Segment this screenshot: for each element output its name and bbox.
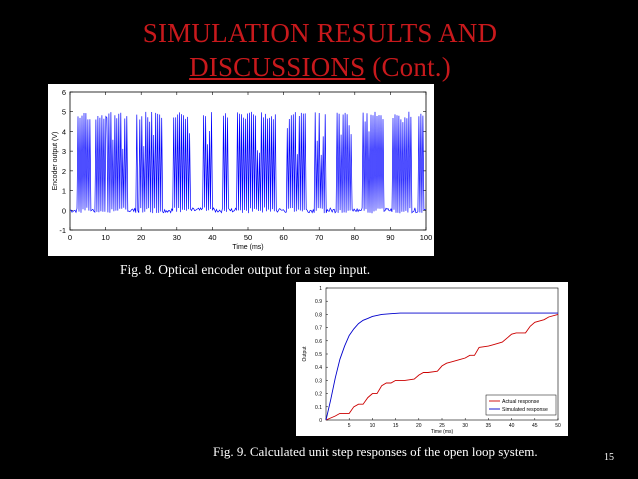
x-tick-label: 100 xyxy=(420,233,433,242)
x-tick-label: 50 xyxy=(555,423,561,429)
x-tick-label: 25 xyxy=(439,423,445,429)
title-line-1: SIMULATION RESULTS AND xyxy=(142,18,498,48)
step-response-chart: 5 10 15 20 25 30 35 40 45 50 0 0.1 0.2 0.3 0.4 0.5 0.6 0.… xyxy=(302,286,561,435)
x-tick-label: 20 xyxy=(416,423,422,429)
y-tick-label: 0.1 xyxy=(315,405,322,411)
encoder-chart-panel: 0 10 20 30 40 50 60 70 80 90 100 -1 0 1 2 3 4 5 6 Time (ms)… xyxy=(48,84,434,256)
y-tick-label: -1 xyxy=(59,226,66,235)
y-tick-label: 0 xyxy=(62,206,66,215)
step-response-panel: 5 10 15 20 25 30 35 40 45 50 0 0.1 0.2 0.3 0.4 0.5 0.6 0.… xyxy=(296,282,568,436)
y-tick-label: 0.9 xyxy=(315,299,322,305)
title-underlined-word: DISCUSSIONS xyxy=(189,52,366,82)
figure-9-caption: Fig. 9. Calculated unit step responses o… xyxy=(213,444,538,459)
y-tick-label: 0.5 xyxy=(315,352,322,358)
encoder-signal-line xyxy=(69,111,426,214)
legend-label: Actual response xyxy=(502,399,539,405)
y-axis-label: Output xyxy=(302,346,308,362)
legend-box xyxy=(485,394,557,416)
figure-8-caption: Fig. 8. Optical encoder output for a ste… xyxy=(120,262,371,277)
legend-label: Simulated response xyxy=(502,407,548,413)
y-axis-label: Encoder output (V) xyxy=(52,132,59,191)
x-tick-label: 40 xyxy=(208,233,216,242)
x-tick-label: 45 xyxy=(532,423,538,429)
y-tick-label: 5 xyxy=(62,108,66,117)
x-tick-label: 20 xyxy=(137,233,145,242)
x-tick-label: 50 xyxy=(244,233,252,242)
x-tick-label: 15 xyxy=(393,423,399,429)
actual-response-line xyxy=(325,313,559,421)
y-tick-label: 1 xyxy=(62,187,66,196)
y-tick-label: 0.8 xyxy=(315,312,322,318)
y-tick-label: 0.4 xyxy=(315,365,322,371)
x-tick-label: 60 xyxy=(279,233,287,242)
x-tick-label: 70 xyxy=(315,233,323,242)
x-tick-label: 40 xyxy=(509,423,515,429)
y-tick-label: 1 xyxy=(319,286,322,292)
y-tick-label: 0.3 xyxy=(315,378,322,384)
x-tick-label: 80 xyxy=(351,233,359,242)
y-tick-label: 0.2 xyxy=(315,392,322,398)
x-tick-label: 10 xyxy=(370,423,376,429)
title-continued: (Cont.) xyxy=(365,52,451,82)
x-tick-label: 0 xyxy=(68,233,72,242)
x-tick-label: 30 xyxy=(173,233,181,242)
x-tick-label: 30 xyxy=(462,423,468,429)
page-number: 15 xyxy=(604,452,614,463)
x-tick-label: 5 xyxy=(348,423,351,429)
y-tick-label: 0 xyxy=(319,418,322,424)
y-tick-label: 0.7 xyxy=(315,326,322,332)
x-axis-label: Time (ms) xyxy=(431,429,454,435)
title-line-2: DISCUSSIONS (Cont.) xyxy=(100,50,540,84)
x-tick-label: 35 xyxy=(486,423,492,429)
y-tick-label: 6 xyxy=(62,88,66,97)
slide-title: SIMULATION RESULTS AND DISCUSSIONS (Cont… xyxy=(100,16,540,84)
x-axis-label: Time (ms) xyxy=(232,244,263,251)
y-tick-label: 0.6 xyxy=(315,339,322,345)
x-tick-label: 90 xyxy=(386,233,394,242)
y-tick-label: 3 xyxy=(62,147,66,156)
y-tick-label: 4 xyxy=(62,127,66,136)
y-tick-label: 2 xyxy=(62,167,66,176)
x-tick-label: 10 xyxy=(101,233,109,242)
simulated-response-line xyxy=(325,312,558,421)
